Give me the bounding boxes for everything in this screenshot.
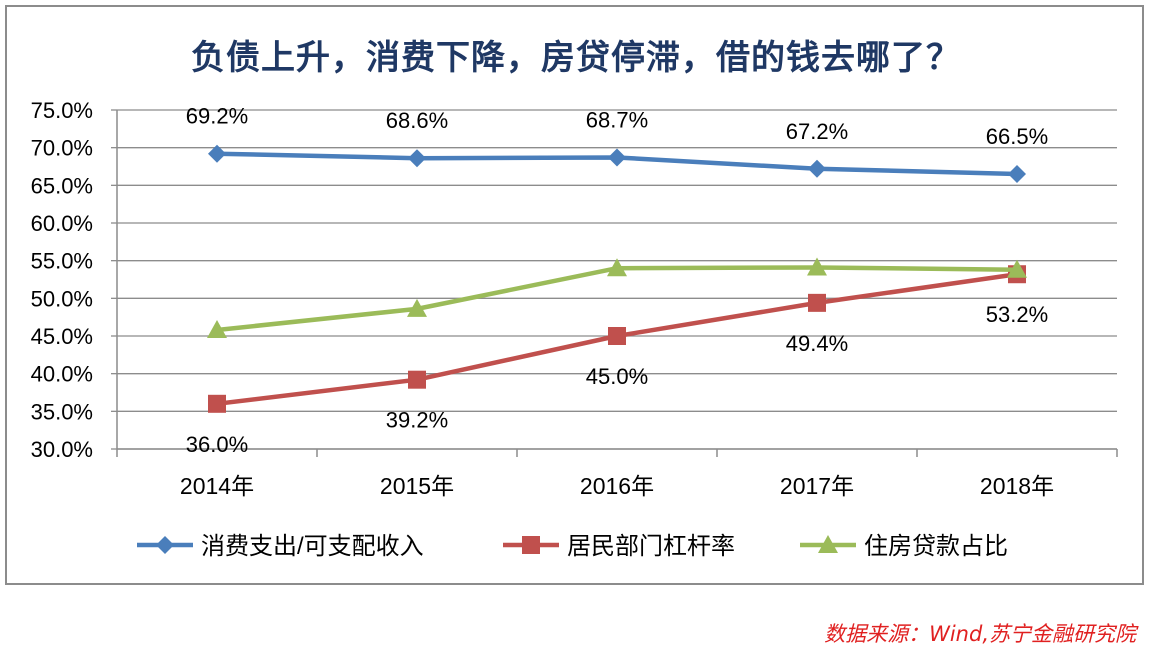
x-tick-label: 2018年 (980, 473, 1054, 499)
legend: 消费支出/可支配收入 居民部门杠杆率 住房贷款占比 (137, 533, 1008, 560)
series-2 (207, 257, 1027, 338)
legend-item: 消费支出/可支配收入 (137, 533, 424, 560)
y-tick-label: 75.0% (31, 98, 93, 123)
x-tick-label: 2017年 (780, 473, 854, 499)
y-tick-label: 45.0% (31, 324, 93, 349)
data-label: 68.6% (386, 108, 448, 133)
data-label: 36.0% (186, 432, 248, 457)
chart-frame (5, 5, 1144, 585)
legend-label: 消费支出/可支配收入 (201, 533, 424, 560)
y-tick-label: 30.0% (31, 437, 93, 462)
y-tick-label: 70.0% (31, 136, 93, 161)
triangle-marker (407, 298, 427, 317)
data-labels: 69.2% 68.6% 68.7% 67.2% 66.5% 36.0% 39.2% 45.0%… (186, 104, 1048, 457)
x-tick-label: 2016年 (580, 473, 654, 499)
triangle-marker (807, 257, 827, 276)
legend-item: 居民部门杠杆率 (503, 533, 735, 560)
legend-item: 住房贷款占比 (800, 533, 1008, 560)
data-label: 39.2% (386, 408, 448, 433)
square-marker (208, 394, 226, 413)
diamond-marker (608, 148, 626, 167)
y-tick-label: 65.0% (31, 173, 93, 198)
diamond-marker (808, 159, 826, 178)
data-label: 68.7% (586, 107, 648, 132)
y-tick-label: 55.0% (31, 249, 93, 274)
y-tick-label: 60.0% (31, 211, 93, 236)
source-note: 数据来源：Wind,苏宁金融研究院 (824, 622, 1136, 646)
legend-label: 居民部门杠杆率 (567, 533, 735, 560)
axes: 30.0% 35.0% 40.0% 45.0% 50.0% 55.0% 60.0% 65.0%… (31, 98, 1118, 499)
legend-label: 住房贷款占比 (864, 533, 1008, 560)
diamond-marker (208, 144, 226, 163)
triangle-marker (1007, 259, 1027, 278)
diamond-marker (1008, 165, 1026, 184)
square-marker (608, 327, 626, 345)
data-label: 49.4% (786, 331, 848, 356)
triangle-marker (207, 319, 227, 338)
x-tick-label: 2014年 (180, 473, 254, 499)
triangle-marker (607, 258, 627, 277)
triangle-marker (818, 535, 838, 553)
data-label: 45.0% (586, 364, 648, 389)
square-marker (808, 293, 826, 312)
square-marker (522, 536, 540, 554)
y-tick-label: 35.0% (31, 399, 93, 424)
series-0 (208, 144, 1026, 184)
data-label: 53.2% (986, 302, 1048, 327)
series-lines (207, 144, 1027, 413)
data-label: 67.2% (786, 119, 848, 144)
data-label: 66.5% (986, 124, 1048, 149)
x-tick-label: 2015年 (380, 473, 454, 499)
diamond-marker (408, 149, 426, 168)
diamond-marker (156, 536, 174, 554)
data-label: 69.2% (186, 104, 248, 129)
series-1 (208, 265, 1026, 413)
y-tick-label: 50.0% (31, 286, 93, 311)
square-marker (408, 370, 426, 389)
chart-title: 负债上升，消费下降，房贷停滞，借的钱去哪了？ (191, 38, 961, 78)
y-tick-label: 40.0% (31, 362, 93, 387)
